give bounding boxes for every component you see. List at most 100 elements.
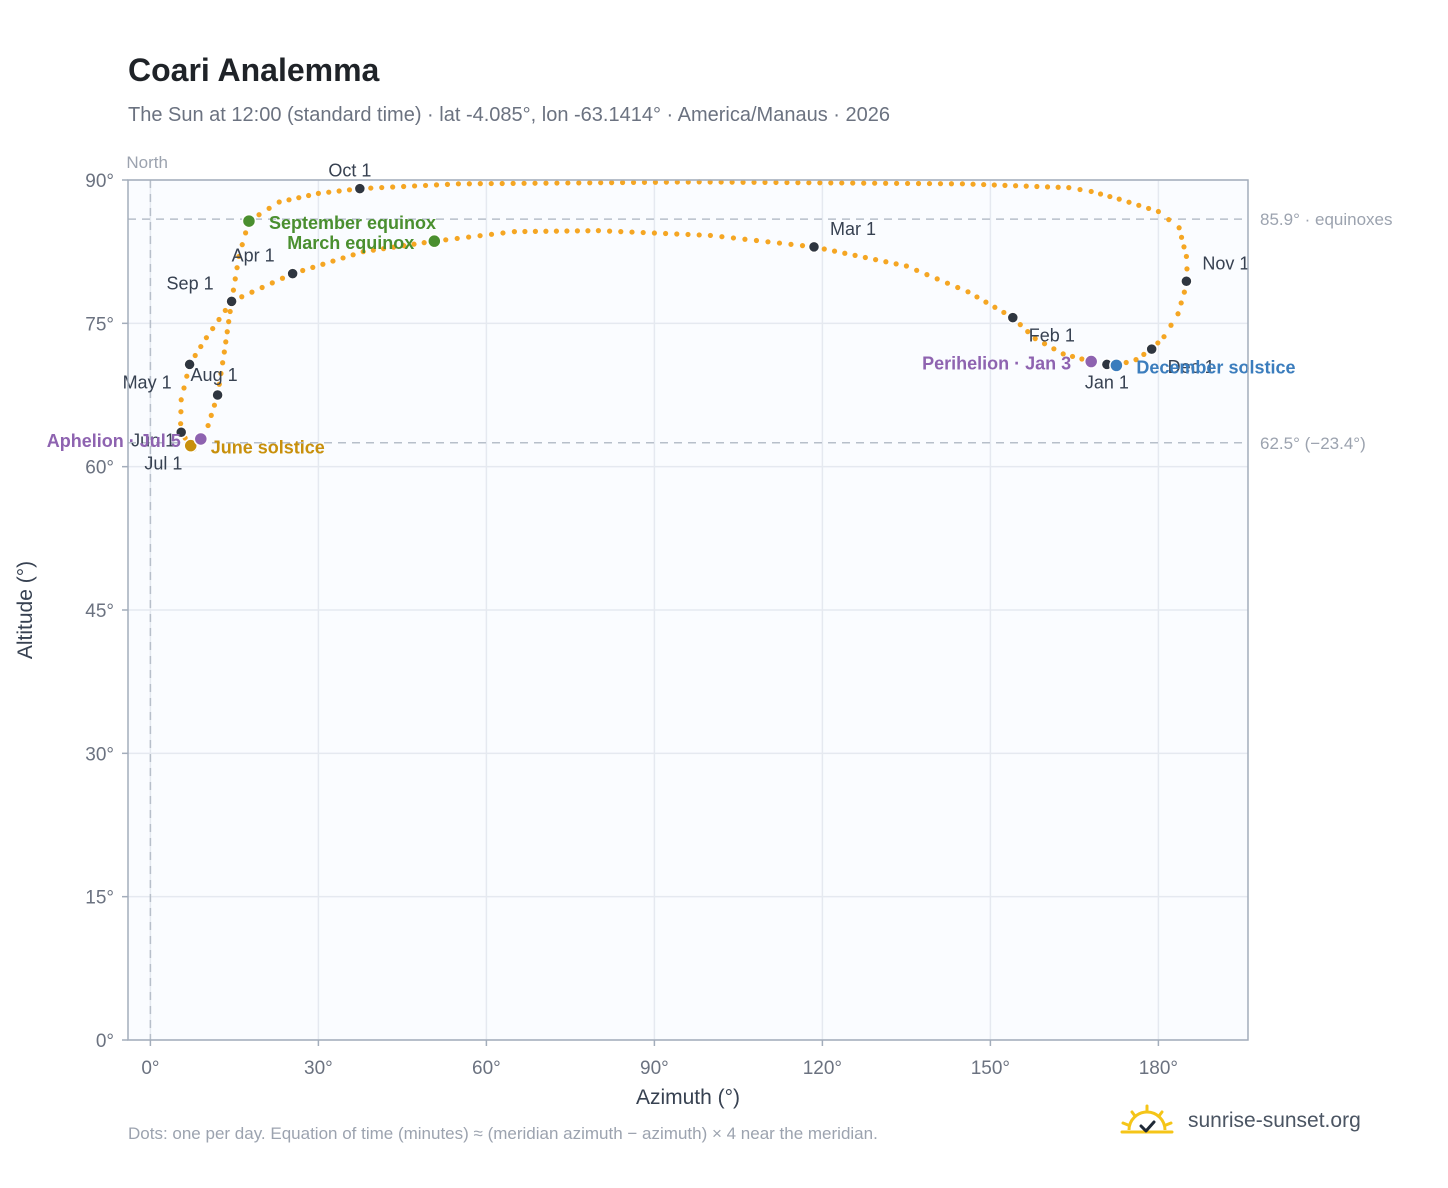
day-dot [1126,199,1132,205]
brand-name[interactable]: sunrise-sunset.org [1188,1109,1361,1132]
day-dot [1116,196,1122,202]
north-line: North [126,153,168,1040]
month-marker-oct-1-label: Oct 1 [328,161,371,181]
day-dot [499,180,505,187]
day-dot [433,182,440,188]
day-dot [243,230,249,236]
day-dot [564,228,570,234]
day-dot [360,249,366,255]
month-marker-jun-1-label: Jun 1 [131,430,175,450]
month-marker-aug-1-label: Aug 1 [191,365,238,385]
day-dot [696,232,702,238]
day-dot [239,242,245,248]
day-dot [784,179,790,186]
event-marker-september-equinox-label: September equinox [269,213,436,233]
day-dot [276,199,282,205]
day-dot [239,294,245,300]
day-dot [422,182,429,189]
day-dot [1184,266,1190,272]
event-marker-aphelion-jul-5 [193,431,209,447]
x-axis-label: Azimuth (°) [636,1086,740,1109]
day-dot [477,181,483,187]
month-marker-may-1 [183,358,196,371]
event-marker-march-equinox-label: March equinox [287,233,414,253]
day-dot [587,180,593,186]
month-marker-feb-1 [1006,311,1020,324]
y-axis-label: Altitude (°) [14,561,37,659]
day-dot [330,258,336,264]
y-tick-label: 15° [85,888,114,909]
day-dot [970,181,976,187]
day-dot [948,181,955,187]
x-tick-label: 30° [304,1058,333,1079]
day-dot [828,180,834,186]
day-dot [861,180,867,186]
reference-line-label: 62.5° (−23.4°) [1260,434,1366,453]
month-marker-oct-1 [353,182,367,195]
day-dot [1034,183,1040,190]
brand[interactable]: sunrise-sunset.org [1120,1104,1361,1138]
day-dot [795,180,801,186]
day-dot [510,180,516,186]
day-dot [203,335,209,341]
day-dot [1161,334,1167,340]
day-dot [862,254,868,261]
day-dot [192,352,198,359]
day-dot [554,180,560,186]
month-markers: Jan 1 Feb 1 Mar 1 Apr 1 May 1 Jun 1 Jul 1 Aug 1… [123,161,1250,474]
day-dot [500,230,506,236]
day-dot [904,180,911,187]
day-dot [411,241,417,247]
day-dot [674,179,680,185]
day-dot [227,308,233,315]
day-dot [236,253,242,260]
day-dot [883,259,889,265]
day-dot [1055,184,1061,190]
day-dot [466,181,472,187]
day-dot [488,180,494,187]
day-dot [532,228,539,234]
day-dot [618,229,624,235]
day-dot [208,412,214,418]
event-marker-june-solstice [183,438,198,453]
day-dot [595,228,602,234]
day-dot [1044,184,1051,190]
day-dot [532,180,538,186]
reference-line-label: 85.9° · equinoxes [1260,210,1393,229]
day-dot [454,235,460,242]
sun-logo-icon [1120,1104,1174,1134]
y-tick-label: 45° [85,601,114,622]
day-dot [894,180,900,186]
day-dot [181,385,187,391]
day-dot [1178,234,1185,240]
day-dot [1032,336,1038,342]
day-dot [249,289,255,295]
day-dot [1002,182,1008,188]
day-dot [466,234,472,240]
day-dot [565,180,571,186]
day-dot [1001,309,1007,316]
day-dot [488,231,495,237]
day-dot [178,397,184,403]
day-dot [609,180,615,186]
day-dot [619,179,626,186]
day-dot [477,233,483,239]
event-marker-september-equinox [241,213,257,229]
day-dot [178,421,184,427]
day-dot [1136,202,1142,208]
day-dot [350,252,356,258]
y-tick-label: 60° [85,458,114,479]
day-dot [629,229,635,235]
day-dot [576,180,582,186]
day-dot [216,316,222,323]
day-dot [981,181,987,188]
day-dot [1069,353,1076,360]
day-dot [806,180,812,186]
day-dot [707,232,714,239]
footnote: Dots: one per day. Equation of time (min… [128,1124,878,1143]
day-dot [522,228,528,235]
north-label: North [126,153,168,172]
day-dot [1097,191,1104,197]
